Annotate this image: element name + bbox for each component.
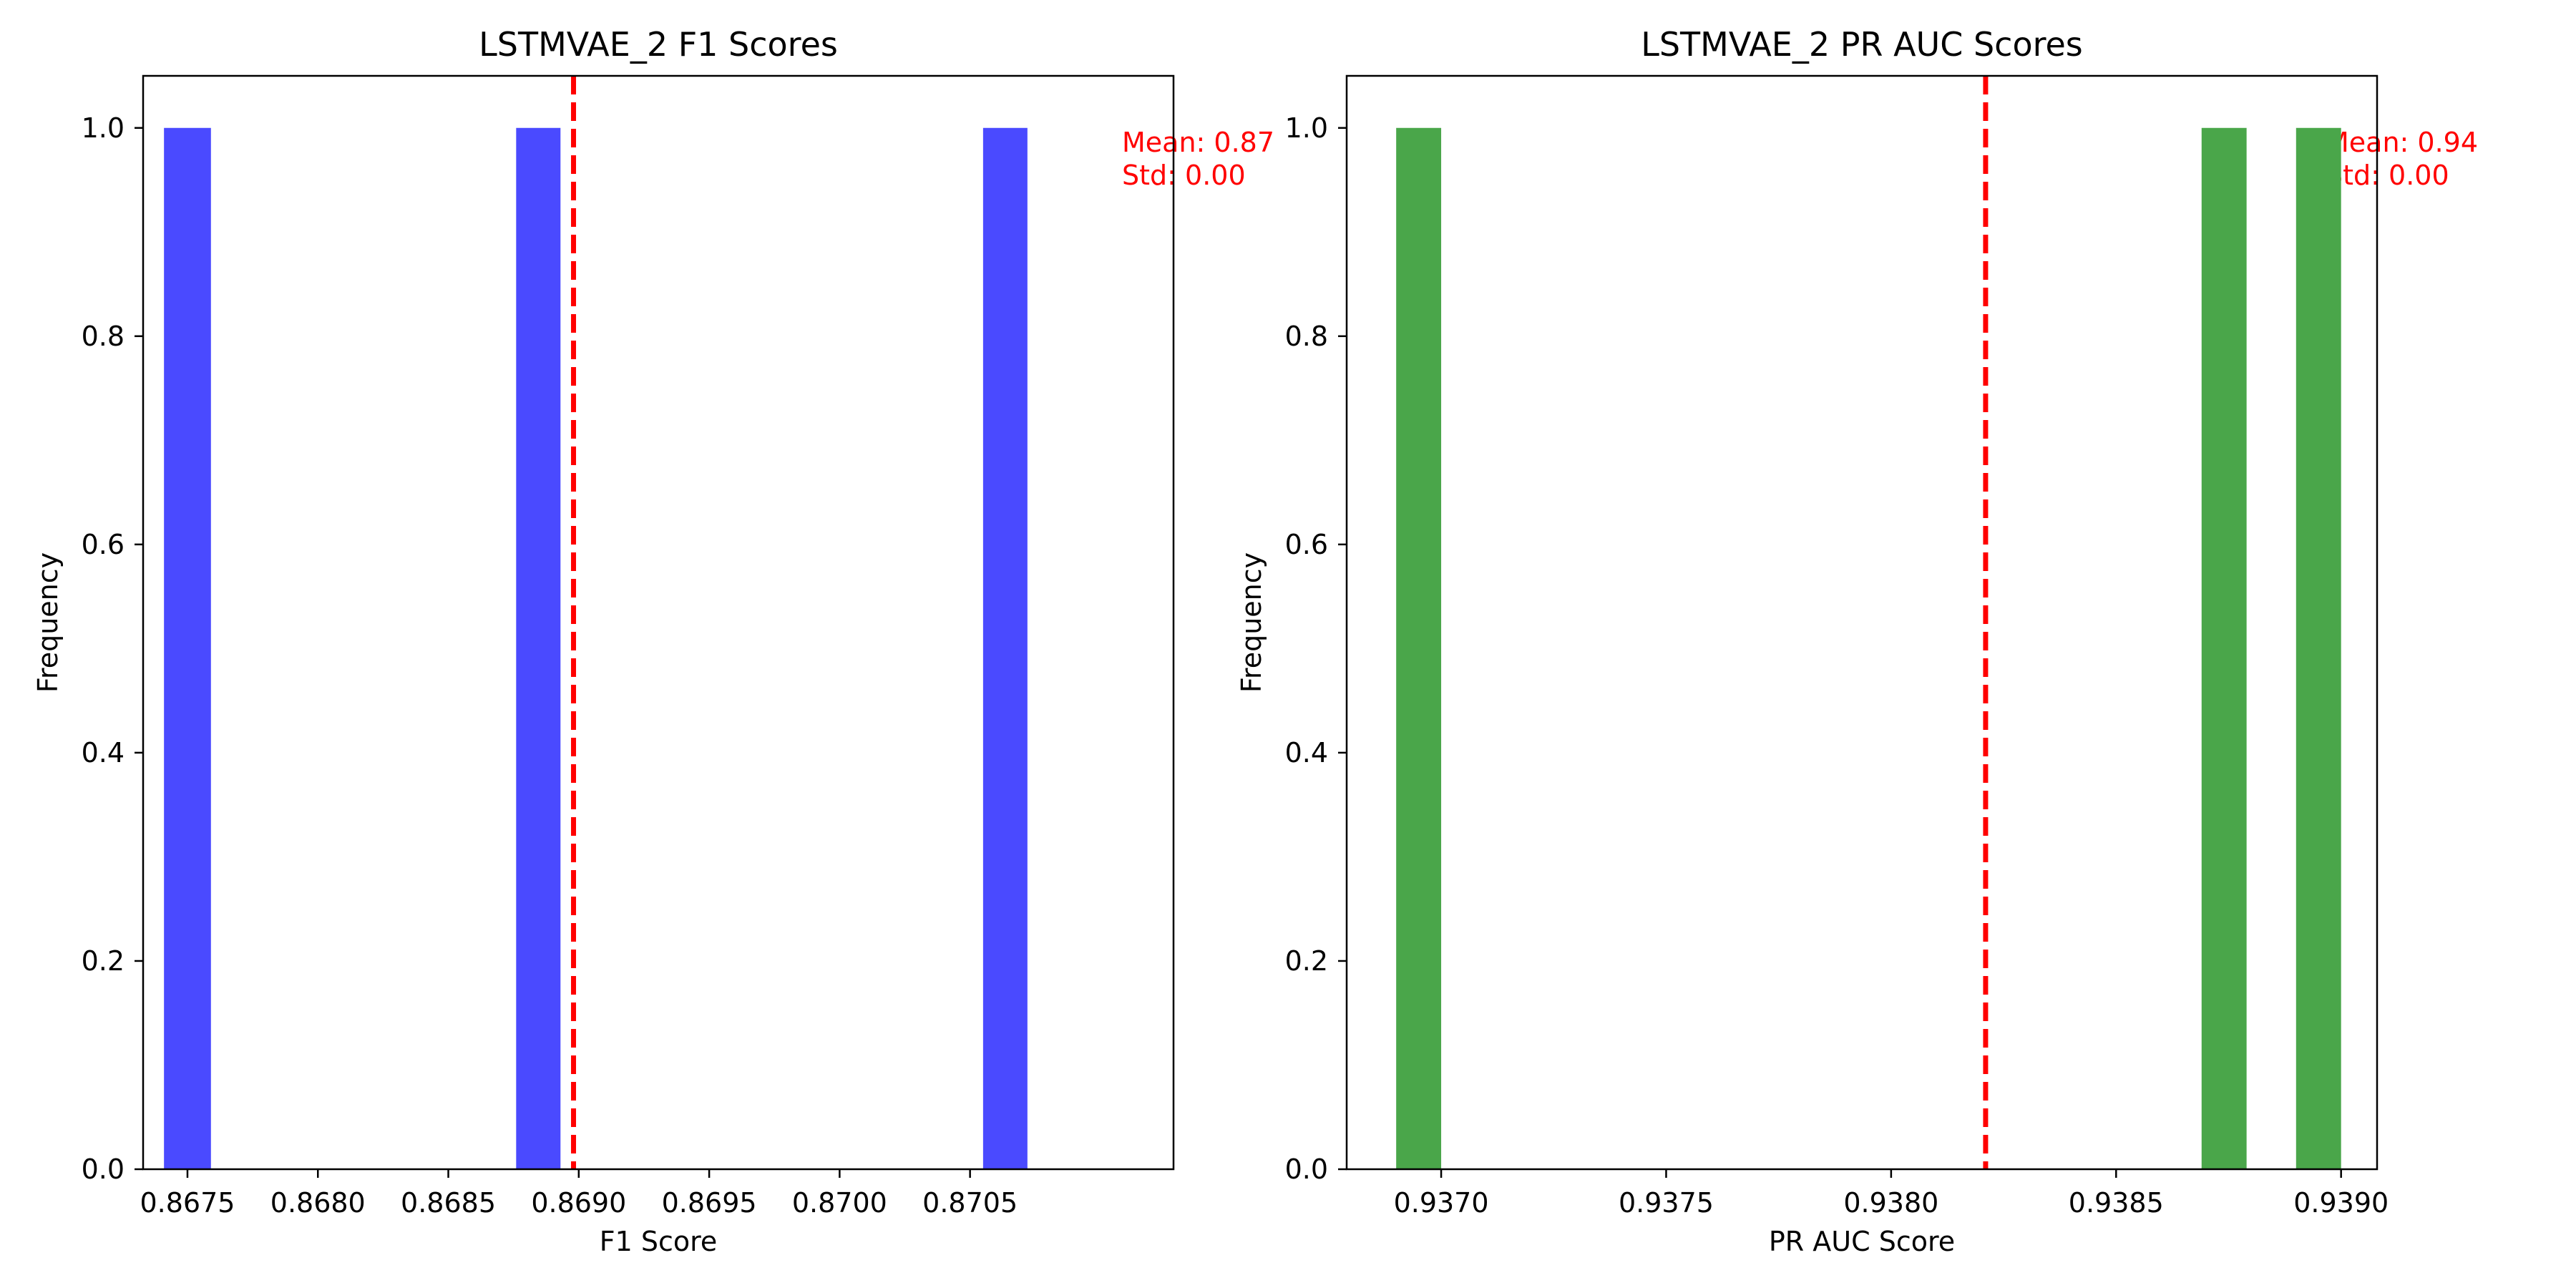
y-tick-label-0: 0.0 [1285,1153,1328,1185]
histogram-bar-0 [164,127,211,1169]
x-axis-label: PR AUC Score [1769,1226,1955,1257]
plot-frame [1345,74,2379,1171]
histogram-bar-1 [2201,127,2247,1169]
x-tick-label-4: 0.9390 [2293,1187,2389,1219]
mean-annotation: Mean: 0.87 [1122,127,1274,158]
y-tick-label-5: 1.0 [82,112,125,144]
histogram-bar-2 [2296,127,2341,1169]
std-annotation: Std: 0.00 [1122,160,1246,191]
x-tick-label-0: 0.8675 [140,1187,235,1219]
y-tick-label-2: 0.4 [82,737,125,769]
x-axis-label: F1 Score [600,1226,718,1257]
pr-auc-score-histogram: LSTMVAE_2 PR AUC Scores PR AUC Score Fre… [1236,25,2478,1257]
x-tick-label-4: 0.8695 [662,1187,757,1219]
plot-frame [142,74,1175,1171]
x-tick-label-1: 0.8680 [270,1187,366,1219]
chart-title: LSTMVAE_2 PR AUC Scores [1641,25,2083,64]
y-tick-label-3: 0.6 [82,529,125,560]
y-tick-label-3: 0.6 [1285,529,1328,560]
y-axis-label: Frequency [32,552,64,693]
y-tick-label-4: 0.8 [1285,321,1328,352]
x-tick-label-1: 0.9375 [1619,1187,1714,1219]
y-tick-label-4: 0.8 [82,321,125,352]
mean-annotation: Mean: 0.94 [2326,127,2478,158]
x-tick-label-3: 0.9385 [2069,1187,2164,1219]
y-tick-label-5: 1.0 [1285,112,1328,144]
y-tick-label-1: 0.2 [1285,945,1328,977]
y-tick-label-0: 0.0 [82,1153,125,1185]
x-tick-label-6: 0.8705 [922,1187,1018,1219]
y-tick-label-1: 0.2 [82,945,125,977]
x-tick-label-5: 0.8700 [792,1187,887,1219]
histogram-bar-0 [1396,127,1442,1169]
x-tick-label-2: 0.9380 [1843,1187,1938,1219]
histogram-bar-2 [982,127,1028,1169]
x-tick-label-0: 0.9370 [1394,1187,1489,1219]
y-tick-label-2: 0.4 [1285,737,1328,769]
chart-title: LSTMVAE_2 F1 Scores [479,25,838,64]
x-tick-label-3: 0.8690 [531,1187,626,1219]
f1-score-histogram: LSTMVAE_2 F1 Scores F1 Score Frequency M… [32,25,1274,1257]
y-axis-label: Frequency [1236,552,1267,693]
histogram-bar-1 [516,127,561,1169]
std-annotation: Std: 0.00 [2326,160,2449,191]
x-tick-label-2: 0.8685 [401,1187,496,1219]
